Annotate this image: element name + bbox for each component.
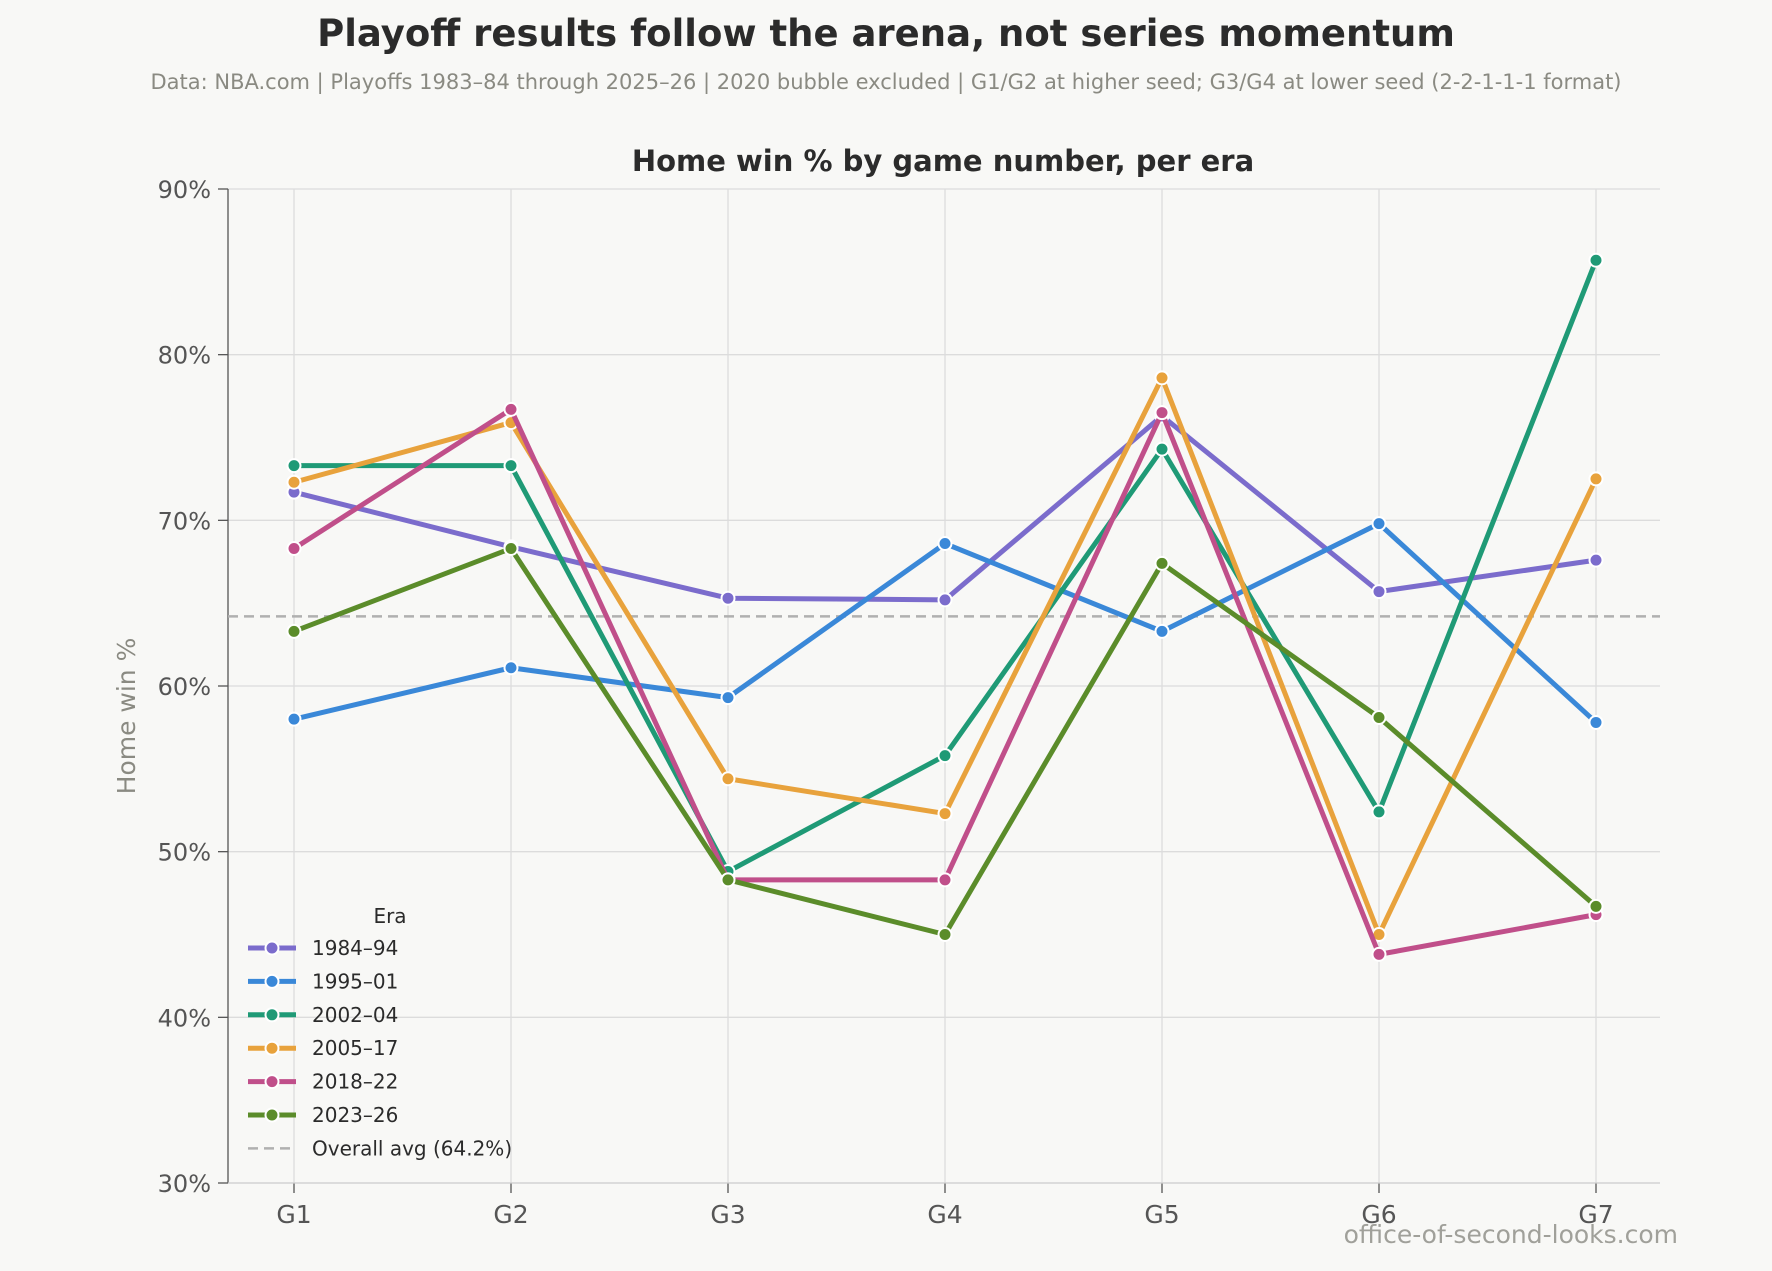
legend-label: 1984–94 bbox=[312, 936, 398, 960]
x-tick-label: G6 bbox=[1361, 1200, 1396, 1229]
data-point-2018-22 bbox=[503, 401, 519, 417]
data-point-2023-26 bbox=[1154, 555, 1170, 571]
grid bbox=[228, 188, 1660, 1183]
data-point-1995-01 bbox=[1588, 714, 1604, 730]
y-tick-label: 50% bbox=[158, 839, 211, 867]
legend-label-average: Overall avg (64.2%) bbox=[312, 1136, 512, 1160]
y-tick-label: 90% bbox=[158, 176, 211, 204]
data-point-2023-26 bbox=[286, 623, 302, 639]
legend: Era 1984–94 1995–01 2002–04 2005–17 2018–22 20… bbox=[248, 904, 512, 1160]
y-tick-label: 70% bbox=[158, 507, 211, 535]
data-point-2005-17 bbox=[1588, 471, 1604, 487]
legend-label: 2023–26 bbox=[312, 1103, 398, 1127]
y-tick-label: 30% bbox=[158, 1170, 211, 1198]
x-tick-label: G2 bbox=[493, 1200, 528, 1229]
data-point-2005-17 bbox=[937, 806, 953, 822]
figure-title: Playoff results follow the arena, not se… bbox=[317, 12, 1455, 55]
y-tick-label: 60% bbox=[158, 673, 211, 701]
data-point-1995-01 bbox=[503, 660, 519, 676]
data-point-2002-04 bbox=[503, 458, 519, 474]
legend-title: Era bbox=[373, 904, 406, 928]
data-point-1984-94 bbox=[720, 590, 736, 606]
watermark: office-of-second-looks.com bbox=[1343, 1220, 1678, 1249]
legend-marker bbox=[264, 1107, 280, 1123]
y-tick-label: 80% bbox=[158, 342, 211, 370]
chart-title: Home win % by game number, per era bbox=[632, 144, 1254, 178]
legend-marker bbox=[264, 1007, 280, 1023]
data-point-2002-04 bbox=[937, 748, 953, 764]
y-axis-label: Home win % bbox=[112, 638, 141, 795]
data-point-1995-01 bbox=[286, 711, 302, 727]
data-point-2002-04 bbox=[1588, 252, 1604, 268]
data-point-2023-26 bbox=[1371, 709, 1387, 725]
legend-label: 2018–22 bbox=[312, 1070, 398, 1094]
data-point-1995-01 bbox=[1371, 516, 1387, 532]
data-point-1995-01 bbox=[1154, 623, 1170, 639]
legend-marker bbox=[264, 973, 280, 989]
data-point-2023-26 bbox=[720, 872, 736, 888]
data-point-2002-04 bbox=[286, 458, 302, 474]
data-point-2023-26 bbox=[937, 927, 953, 942]
data-point-1995-01 bbox=[720, 690, 736, 706]
x-tick-label: G4 bbox=[927, 1200, 962, 1229]
data-point-2018-22 bbox=[1154, 405, 1170, 421]
axes: 30% 40% 50% 60% 70% 80% 90% G1 G2 G3 G4 G5 G6 G7 bbox=[158, 176, 1660, 1229]
x-tick-label: G5 bbox=[1144, 1200, 1179, 1229]
legend-marker bbox=[264, 1040, 280, 1056]
x-tick-label: G7 bbox=[1578, 1200, 1613, 1229]
legend-label: 2002–04 bbox=[312, 1003, 398, 1027]
x-tick-label: G3 bbox=[710, 1200, 745, 1229]
data-point-1984-94 bbox=[937, 592, 953, 608]
data-point-2018-22 bbox=[937, 872, 953, 888]
legend-marker bbox=[264, 940, 280, 956]
figure-subtitle: Data: NBA.com | Playoffs 1983–84 through… bbox=[150, 70, 1622, 94]
legend-marker bbox=[264, 1074, 280, 1090]
data-point-2002-04 bbox=[1154, 441, 1170, 457]
data-point-2018-22 bbox=[286, 540, 302, 556]
data-point-2005-17 bbox=[286, 474, 302, 490]
data-point-1984-94 bbox=[1588, 552, 1604, 568]
data-point-2018-22 bbox=[1371, 946, 1387, 962]
data-point-2023-26 bbox=[1588, 898, 1604, 914]
data-point-1984-94 bbox=[1371, 584, 1387, 600]
data-point-1995-01 bbox=[937, 536, 953, 552]
legend-label: 2005–17 bbox=[312, 1036, 398, 1060]
data-point-2005-17 bbox=[1154, 370, 1170, 386]
series-layer bbox=[286, 252, 1604, 962]
data-point-2002-04 bbox=[1371, 804, 1387, 820]
x-tick-label: G1 bbox=[276, 1200, 311, 1229]
legend-label: 1995–01 bbox=[312, 969, 398, 993]
data-point-2023-26 bbox=[503, 540, 519, 556]
y-tick-label: 40% bbox=[158, 1004, 211, 1032]
data-point-2005-17 bbox=[720, 771, 736, 787]
